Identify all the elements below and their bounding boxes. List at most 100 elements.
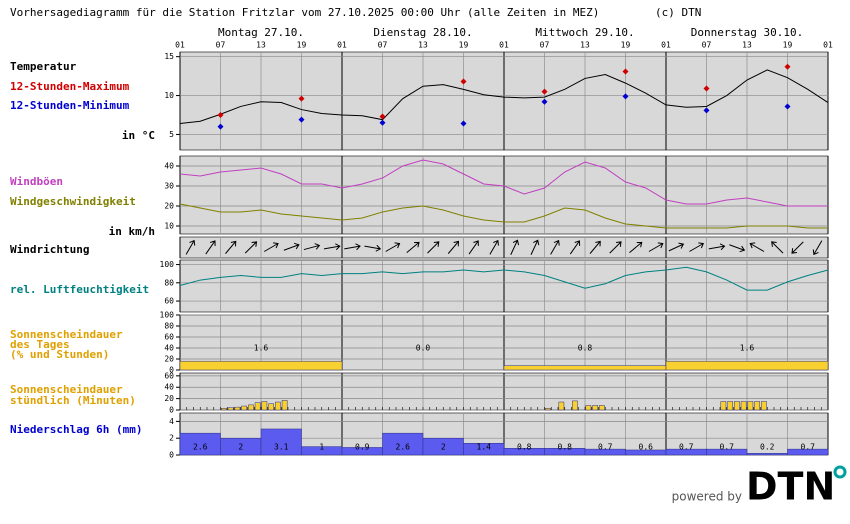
wind-arrow <box>244 241 258 254</box>
wind-arrow <box>468 240 479 255</box>
y-tick-label: 0 <box>169 451 174 460</box>
wind-arrow <box>609 241 622 254</box>
day-label: Montag 27.10. <box>218 26 304 39</box>
x-tick-label: 01 <box>661 41 671 50</box>
y-tick-label: 15 <box>164 52 174 61</box>
copyright: (c) DTN <box>655 6 701 19</box>
wind-arrow <box>185 239 196 255</box>
bar <box>179 360 343 371</box>
marker <box>784 63 791 70</box>
bar <box>227 407 234 411</box>
panel-title: Sonnenscheindauer <box>10 328 123 341</box>
bar <box>572 400 578 411</box>
panel-title: des Tages <box>10 338 70 351</box>
bar <box>720 401 727 411</box>
y-tick-label: 20 <box>164 202 174 211</box>
wind-arrow <box>385 242 401 252</box>
line <box>179 159 828 207</box>
panel-title: Temperatur <box>10 60 77 73</box>
bar <box>261 401 268 411</box>
bar <box>221 408 227 411</box>
x-tick-label: 07 <box>540 41 550 50</box>
hours-label: 1.6 <box>254 344 269 353</box>
bar <box>234 406 241 411</box>
x-tick-label: 07 <box>216 41 226 50</box>
panel-title: Niederschlag 6h (mm) <box>10 423 142 436</box>
y-tick-label: 80 <box>164 278 174 287</box>
value-label: 3.1 <box>274 443 289 452</box>
powered-by: powered by <box>672 490 742 504</box>
panel-title: stündlich (Minuten) <box>10 394 136 407</box>
wind-arrow <box>427 241 440 254</box>
bar <box>260 428 302 456</box>
value-label: 2.6 <box>396 443 411 452</box>
hours-label: 0.0 <box>416 344 431 353</box>
y-tick-label: 30 <box>164 182 174 191</box>
wind-arrow <box>205 240 216 255</box>
bar <box>761 401 767 411</box>
wind-arrow <box>283 242 300 251</box>
value-label: 1.4 <box>477 443 492 452</box>
y-tick-label: 60 <box>164 297 174 306</box>
value-label: 1 <box>319 443 324 452</box>
hours-label: 1.6 <box>740 344 755 353</box>
marker <box>622 68 629 75</box>
bar <box>665 360 829 371</box>
marker <box>460 78 467 85</box>
x-tick-label: 13 <box>256 41 266 50</box>
marker <box>298 95 305 102</box>
wind-arrow <box>648 242 664 252</box>
day-label: Donnerstag 30.10. <box>691 26 804 39</box>
day-label: Dienstag 28.10. <box>373 26 472 39</box>
value-label: 0.6 <box>639 443 654 452</box>
bar <box>248 404 254 411</box>
x-tick-label: 13 <box>418 41 428 50</box>
unit-label: in °C <box>122 129 155 142</box>
bar <box>275 401 281 411</box>
wind-arrow <box>689 242 705 252</box>
wind-arrow <box>749 242 765 252</box>
value-label: 0.7 <box>801 443 816 452</box>
y-tick-label: 10 <box>164 222 174 231</box>
marker <box>298 116 305 123</box>
bar <box>754 401 760 411</box>
bar <box>599 405 605 411</box>
bar <box>268 403 274 411</box>
value-label: 0.7 <box>598 443 613 452</box>
bar <box>787 448 829 456</box>
marker <box>541 98 548 105</box>
y-tick-label: 40 <box>164 344 174 353</box>
wind-arrow <box>364 244 382 252</box>
wind-arrow <box>263 242 279 252</box>
marker <box>541 88 548 95</box>
page-title: Vorhersagediagramm für die Station Fritz… <box>10 6 599 19</box>
unit-label: in km/h <box>109 225 155 238</box>
y-tick-label: 100 <box>160 260 175 269</box>
bar <box>727 401 733 411</box>
y-tick-label: 80 <box>164 322 174 331</box>
bar <box>592 405 598 411</box>
marker <box>379 113 386 120</box>
value-label: 2.6 <box>193 443 208 452</box>
y-tick-label: 20 <box>164 394 174 403</box>
value-label: 0.2 <box>760 443 775 452</box>
x-tick-label: 19 <box>783 41 793 50</box>
wind-arrow <box>510 239 520 255</box>
x-tick-label: 07 <box>378 41 388 50</box>
bar <box>746 453 788 456</box>
bar <box>585 405 592 411</box>
legend-label: Windgeschwindigkeit <box>10 195 136 208</box>
y-tick-label: 60 <box>164 333 174 342</box>
bar <box>740 401 747 411</box>
marker <box>460 120 467 127</box>
hours-label: 0.8 <box>578 344 593 353</box>
y-tick-label: 20 <box>164 355 174 364</box>
bar <box>241 405 247 411</box>
y-tick-label: 0 <box>169 366 174 375</box>
bar <box>747 401 754 411</box>
value-label: 2 <box>238 443 243 452</box>
bar <box>503 365 667 371</box>
wind-arrow <box>530 239 540 255</box>
value-label: 0.9 <box>355 443 370 452</box>
marker <box>622 93 629 100</box>
